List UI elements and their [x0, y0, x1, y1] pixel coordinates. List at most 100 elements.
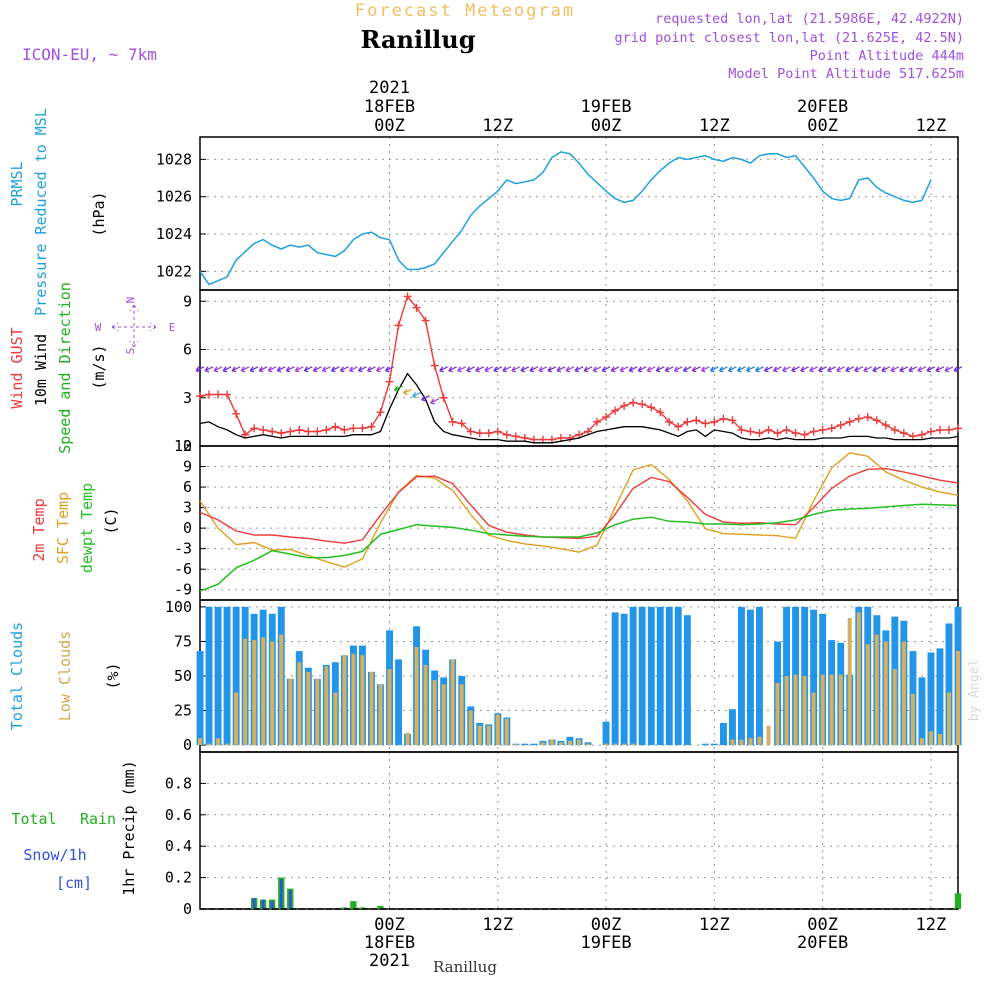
gust-marker	[683, 417, 692, 426]
product-title: Forecast Meteogram	[355, 1, 575, 21]
total-cloud-bar	[629, 606, 637, 746]
wind-direction-arrow	[673, 366, 683, 373]
total-cloud-bar	[674, 606, 682, 746]
gust-marker	[746, 427, 755, 436]
total-cloud-bar	[214, 606, 222, 746]
t2m-line	[199, 467, 959, 544]
low-cloud-bar	[297, 662, 302, 746]
total-cloud-bar	[656, 606, 664, 746]
wind-direction-arrow	[493, 366, 503, 373]
gust-marker	[692, 416, 701, 425]
total-cloud-bar	[810, 609, 818, 746]
wind-direction-arrow	[881, 366, 891, 373]
gust-marker	[602, 413, 611, 422]
gust-marker	[935, 425, 944, 434]
low-cloud-bar	[315, 678, 320, 746]
low-cloud-bar	[802, 676, 807, 746]
total-cloud-bar	[683, 615, 691, 746]
top-time-label: 12Z	[916, 116, 947, 136]
bottom-time-label: 00Z	[807, 915, 838, 935]
low-cloud-bar	[838, 674, 843, 746]
low-cloud-bar	[279, 634, 284, 745]
top-time-label: 00Z	[374, 116, 405, 136]
wind-direction-arrow	[601, 366, 611, 373]
low-cloud-bar	[441, 684, 446, 746]
low-cloud-bar	[450, 659, 455, 746]
total-cloud-bar	[205, 606, 213, 746]
wind-direction-arrow	[249, 366, 259, 373]
gust-marker	[836, 421, 845, 430]
y-tick-label: 12	[174, 437, 192, 455]
low-cloud-bar	[874, 634, 879, 745]
wind-direction-arrow	[303, 366, 313, 373]
low-cloud-bar	[739, 739, 744, 746]
low-cloud-bar	[342, 655, 347, 746]
gust-marker	[349, 424, 358, 433]
snow-bar	[279, 879, 283, 909]
wind-direction-arrow	[628, 366, 638, 373]
gust-marker	[376, 408, 385, 417]
wind-direction-arrow	[800, 366, 809, 373]
gust-marker	[367, 422, 376, 431]
gust-marker	[800, 430, 809, 439]
low-cloud-bar	[622, 743, 627, 746]
wind-direction-arrow	[736, 366, 746, 373]
bottom-time-label: 00Z	[374, 915, 405, 935]
wind-direction-arrow	[854, 366, 864, 373]
y-tick-label: 3	[183, 499, 192, 517]
wind-direction-arrow	[511, 366, 521, 373]
low-cloud-bar	[306, 671, 311, 746]
total-cloud-bar	[747, 609, 754, 746]
gust-marker	[944, 425, 953, 434]
gust-marker	[710, 417, 719, 426]
y-tick-label: 100	[165, 598, 192, 616]
total-cloud-bar	[720, 723, 727, 746]
low-cloud-bar	[793, 674, 798, 746]
wind-direction-arrow	[556, 366, 566, 373]
y-tick-label: 3	[183, 389, 192, 407]
wind-direction-arrow	[276, 366, 286, 373]
gust-marker	[340, 425, 349, 434]
low-cloud-bar	[387, 669, 392, 746]
wind-direction-arrow	[312, 366, 322, 373]
low-cloud-bar	[604, 743, 609, 746]
top-time-label: 00Z	[807, 116, 838, 136]
wind-direction-arrow	[204, 366, 214, 373]
wind-direction-arrow	[384, 366, 394, 373]
y-tick-label: 0	[183, 900, 192, 918]
wind-direction-arrow	[285, 366, 295, 373]
y-tick-label: 1026	[156, 188, 192, 206]
top-time-label: 00Z	[591, 116, 622, 136]
compass-east: E	[169, 321, 176, 334]
y-tick-label: 0	[183, 437, 192, 455]
low-cloud-bar	[459, 684, 464, 746]
gust-marker	[313, 427, 322, 436]
wind-direction-arrow	[357, 366, 367, 373]
wind-direction-arrow	[763, 366, 773, 373]
gust-marker	[782, 425, 791, 434]
y-tick-label: 0	[183, 519, 192, 537]
y-tick-label: 0	[183, 736, 192, 754]
gust-marker	[737, 425, 746, 434]
total-cloud-bar	[611, 612, 619, 746]
model-label: ICON-EU, ~ 7km	[22, 45, 157, 64]
clouds-label-total: Total Clouds	[8, 622, 26, 730]
low-cloud-bar	[477, 725, 482, 745]
low-cloud-bar	[613, 743, 618, 746]
total-cloud-bar	[620, 613, 628, 746]
gust-marker	[502, 430, 511, 439]
wind-direction-arrow	[394, 385, 403, 392]
total-cloud-bar	[395, 659, 402, 746]
total-cloud-bar	[196, 651, 204, 746]
total-cloud-bar	[232, 606, 240, 746]
total-cloud-bar	[701, 743, 709, 746]
y-tick-label: 9	[183, 292, 192, 310]
snow-bar	[288, 890, 292, 909]
wind-direction-arrow	[592, 366, 602, 373]
low-cloud-bar	[324, 666, 329, 746]
wind-direction-arrow	[727, 366, 737, 373]
compass-arrows	[111, 304, 157, 348]
rain-bar	[954, 893, 962, 909]
bottom-time-label: 18FEB	[364, 933, 415, 953]
panel-pressure: 1022 1024 1026 1028	[156, 136, 959, 291]
